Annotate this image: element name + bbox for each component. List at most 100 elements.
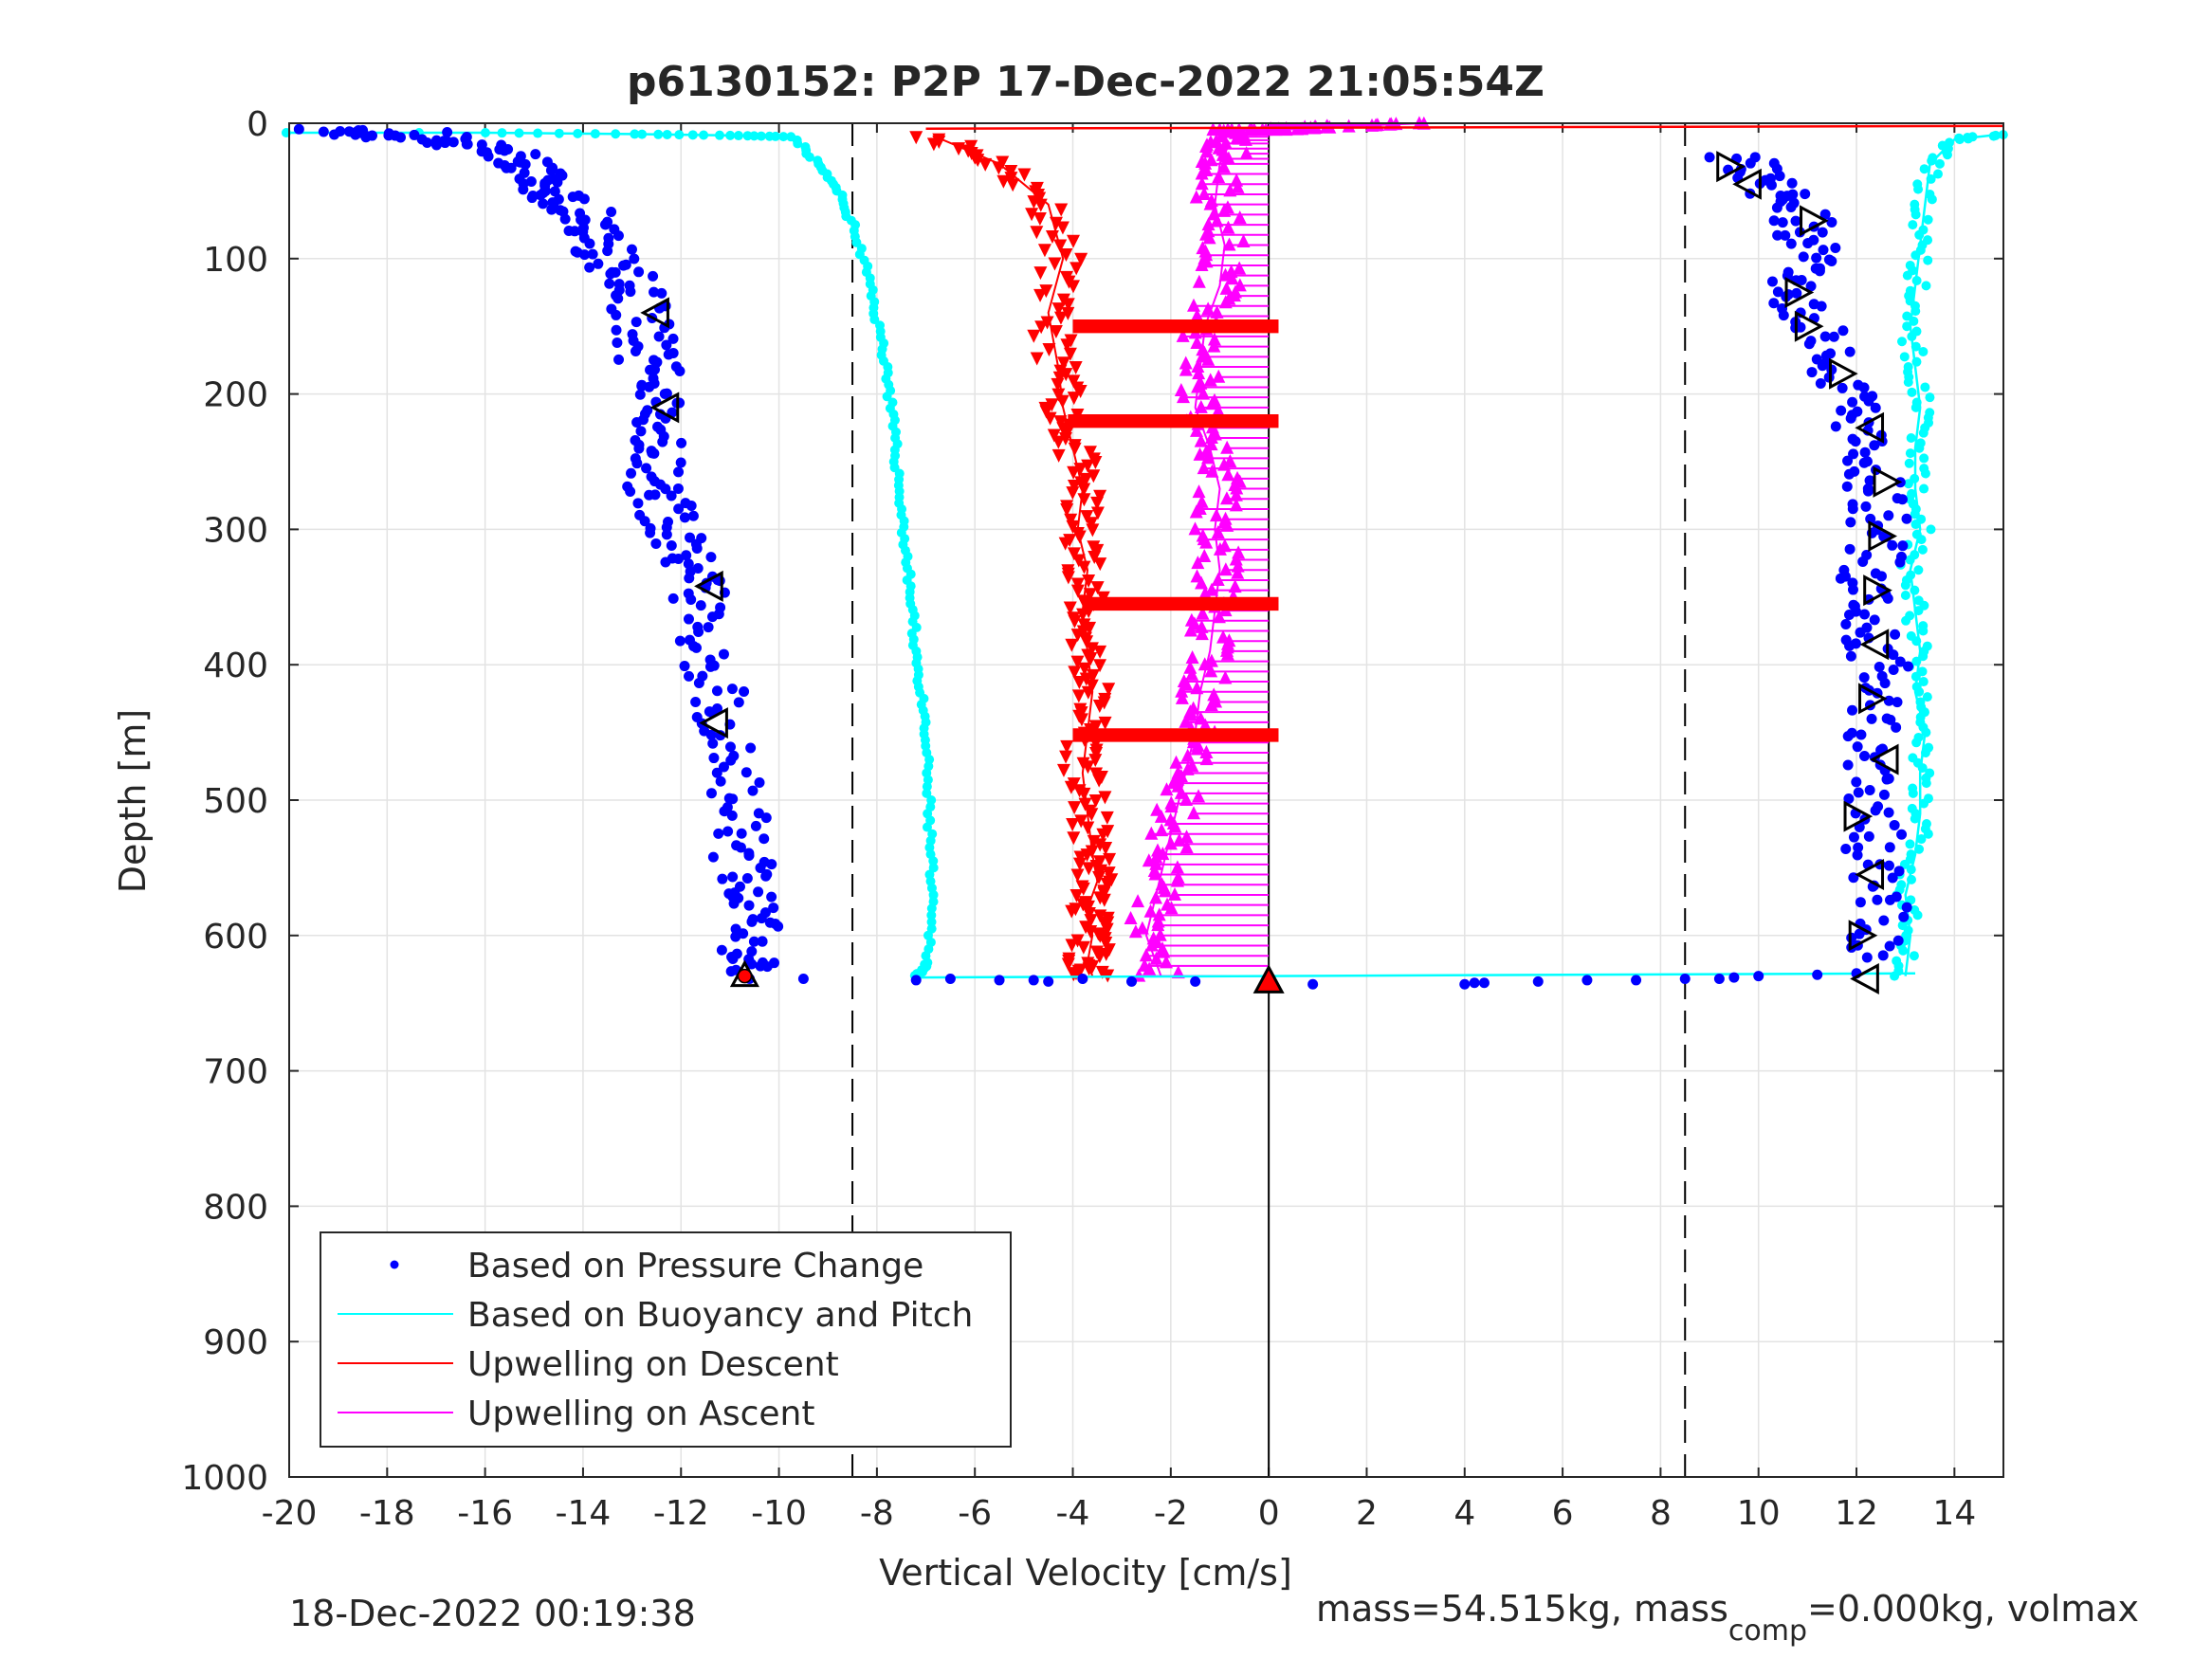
pressure-change-point: [518, 178, 529, 190]
upwelling-descent-point: [1080, 510, 1094, 524]
legend-entry-label: Upwelling on Descent: [467, 1345, 839, 1384]
pressure-change-point: [1869, 440, 1880, 451]
pressure-change-point: [1816, 301, 1827, 312]
upwelling-descent-point: [1045, 230, 1059, 244]
buoyancy-pitch-point: [1907, 387, 1917, 397]
upwelling-ascent-point: [1232, 122, 1246, 137]
upwelling-ascent-point: [1192, 366, 1206, 380]
pressure-change-point: [1791, 287, 1802, 299]
upwelling-ascent-point: [1189, 190, 1203, 204]
upwelling-ascent-point: [1208, 427, 1222, 441]
triangle-right-marker: [1794, 310, 1824, 342]
pressure-change-point: [1864, 475, 1875, 486]
pressure-change-point: [1884, 894, 1895, 905]
pressure-change-point: [1842, 759, 1854, 771]
pressure-change-point: [723, 793, 735, 804]
pressure-change-point: [584, 262, 595, 273]
x-tick-label: 10: [1737, 1494, 1781, 1533]
upwelling-ascent-point: [1209, 508, 1223, 522]
upwelling-descent-point: [1058, 432, 1072, 447]
upwelling-descent-point: [1067, 280, 1081, 294]
buoyancy-pitch-point: [928, 889, 939, 900]
y-tick-label: 300: [203, 511, 268, 550]
upwelling-ascent-point: [1190, 336, 1204, 350]
upwelling-descent-point: [1072, 676, 1087, 690]
pressure-change-point: [552, 176, 563, 188]
upwelling-descent-point: [1065, 638, 1079, 652]
x-tick-label: 12: [1835, 1494, 1878, 1533]
upwelling-descent-point: [1070, 577, 1085, 592]
triangle-right-marker: [1863, 574, 1892, 607]
buoyancy-pitch-point: [1909, 316, 1919, 326]
pressure-change-point: [1459, 978, 1471, 990]
pressure-change-point: [1817, 360, 1828, 372]
upwelling-descent-point: [1070, 934, 1085, 948]
buoyancy-pitch-point: [1907, 803, 1917, 813]
triangle-left-marker: [1732, 168, 1762, 200]
upwelling-ascent-point: [1205, 464, 1219, 478]
pressure-change-point: [705, 552, 717, 563]
upwelling-ascent-point: [1231, 558, 1245, 573]
upwelling-ascent-point: [1155, 823, 1169, 837]
upwelling-descent-point: [1006, 178, 1020, 192]
upwelling-ascent-point: [1150, 843, 1164, 857]
pressure-change-point: [1828, 331, 1839, 342]
pressure-change-point: [1887, 872, 1898, 884]
upwelling-descent-point: [1074, 476, 1088, 490]
upwelling-ascent-point: [1195, 575, 1209, 590]
pressure-change-point: [1883, 860, 1894, 871]
buoyancy-pitch-point: [1906, 895, 1916, 905]
upwelling-ascent-point: [1170, 860, 1184, 874]
pressure-change-point: [773, 921, 784, 932]
pressure-change-point: [674, 397, 686, 409]
upwelling-descent-point: [1065, 939, 1079, 953]
upwelling-descent-point: [1033, 198, 1048, 212]
pressure-change-point: [748, 936, 759, 947]
upwelling-descent-point: [1004, 164, 1018, 178]
upwelling-descent-point: [1033, 266, 1048, 281]
pressure-change-point: [754, 777, 765, 789]
footer-mass-a: mass=54.515kg, mass: [1316, 1588, 1728, 1630]
pressure-change-point: [717, 873, 728, 884]
pressure-change-point: [1901, 513, 1912, 524]
upwelling-ascent-point: [1159, 955, 1173, 969]
pressure-change-point: [1780, 229, 1791, 241]
pressure-change-point: [661, 529, 672, 540]
pressure-change-point: [1866, 713, 1877, 724]
buoyancy-pitch-point: [1916, 834, 1927, 845]
buoyancy-pitch-point: [1911, 397, 1922, 408]
pressure-change-point: [759, 833, 770, 845]
upwelling-descent-point: [1093, 489, 1107, 503]
upwelling-descent-point: [1049, 324, 1063, 338]
upwelling-ascent-point: [1221, 467, 1235, 482]
x-tick-label: 6: [1552, 1494, 1574, 1533]
pressure-change-point: [666, 540, 677, 552]
upwelling-descent-point: [1088, 456, 1103, 469]
pressure-change-point: [684, 573, 695, 584]
upwelling-descent-point: [1039, 405, 1053, 419]
pressure-change-point: [1774, 171, 1785, 182]
buoyancy-pitch-point: [1919, 464, 1929, 474]
bottom-red-dot-marker: [737, 968, 753, 984]
pressure-change-point: [1845, 650, 1856, 662]
pressure-change-point: [578, 193, 590, 205]
upwelling-ascent-point: [1198, 718, 1213, 732]
legend: Based on Pressure Change Based on Buoyanc…: [320, 1231, 1012, 1448]
triangle-left-marker: [699, 707, 728, 739]
upwelling-descent-point: [1095, 965, 1109, 979]
pressure-change-point: [1851, 776, 1862, 788]
upwelling-ascent-point: [1212, 610, 1226, 624]
upwelling-ascent-point: [1199, 162, 1214, 176]
upwelling-descent-point: [1067, 479, 1081, 493]
upwelling-ascent-point: [1143, 903, 1158, 918]
pressure-change-point: [1077, 973, 1088, 984]
buoyancy-pitch-point: [1910, 550, 1920, 560]
triangle-right-marker: [1873, 465, 1903, 498]
pressure-change-point: [1883, 773, 1894, 784]
pressure-change-point: [1704, 152, 1715, 163]
upwelling-descent-point: [1082, 862, 1096, 876]
upwelling-descent-point: [1073, 850, 1088, 865]
upwelling-descent-point: [1073, 385, 1088, 399]
chart-title: p6130152: P2P 17-Dec-2022 21:05:54Z: [627, 58, 1545, 106]
x-tick-label: 14: [1932, 1494, 1976, 1533]
